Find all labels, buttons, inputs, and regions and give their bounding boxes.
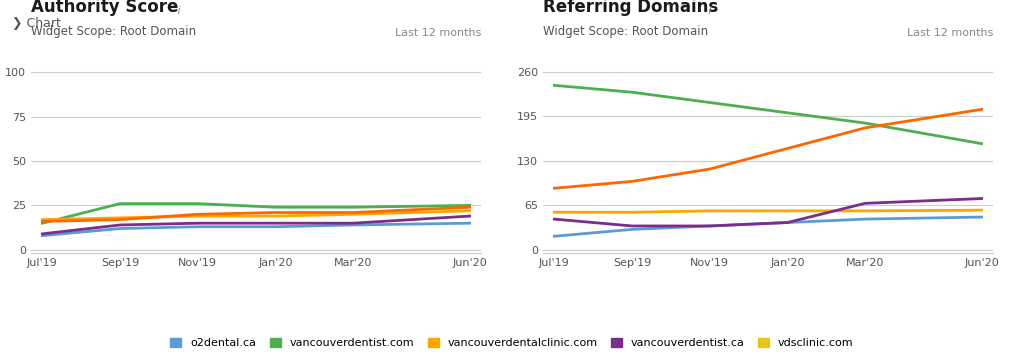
Text: Authority Score: Authority Score — [31, 0, 178, 16]
Text: Referring Domains: Referring Domains — [543, 0, 718, 16]
Text: Last 12 months: Last 12 months — [907, 28, 993, 38]
Text: i: i — [174, 6, 180, 16]
Text: Widget Scope: Root Domain: Widget Scope: Root Domain — [31, 25, 196, 38]
Text: ❯ Chart: ❯ Chart — [12, 17, 61, 30]
Text: i: i — [705, 6, 711, 16]
Legend: o2dental.ca, vancouverdentist.com, vancouverdentalclinic.com, vancouverdentist.c: o2dental.ca, vancouverdentist.com, vanco… — [166, 333, 858, 353]
Text: Widget Scope: Root Domain: Widget Scope: Root Domain — [543, 25, 708, 38]
Text: Last 12 months: Last 12 months — [395, 28, 481, 38]
